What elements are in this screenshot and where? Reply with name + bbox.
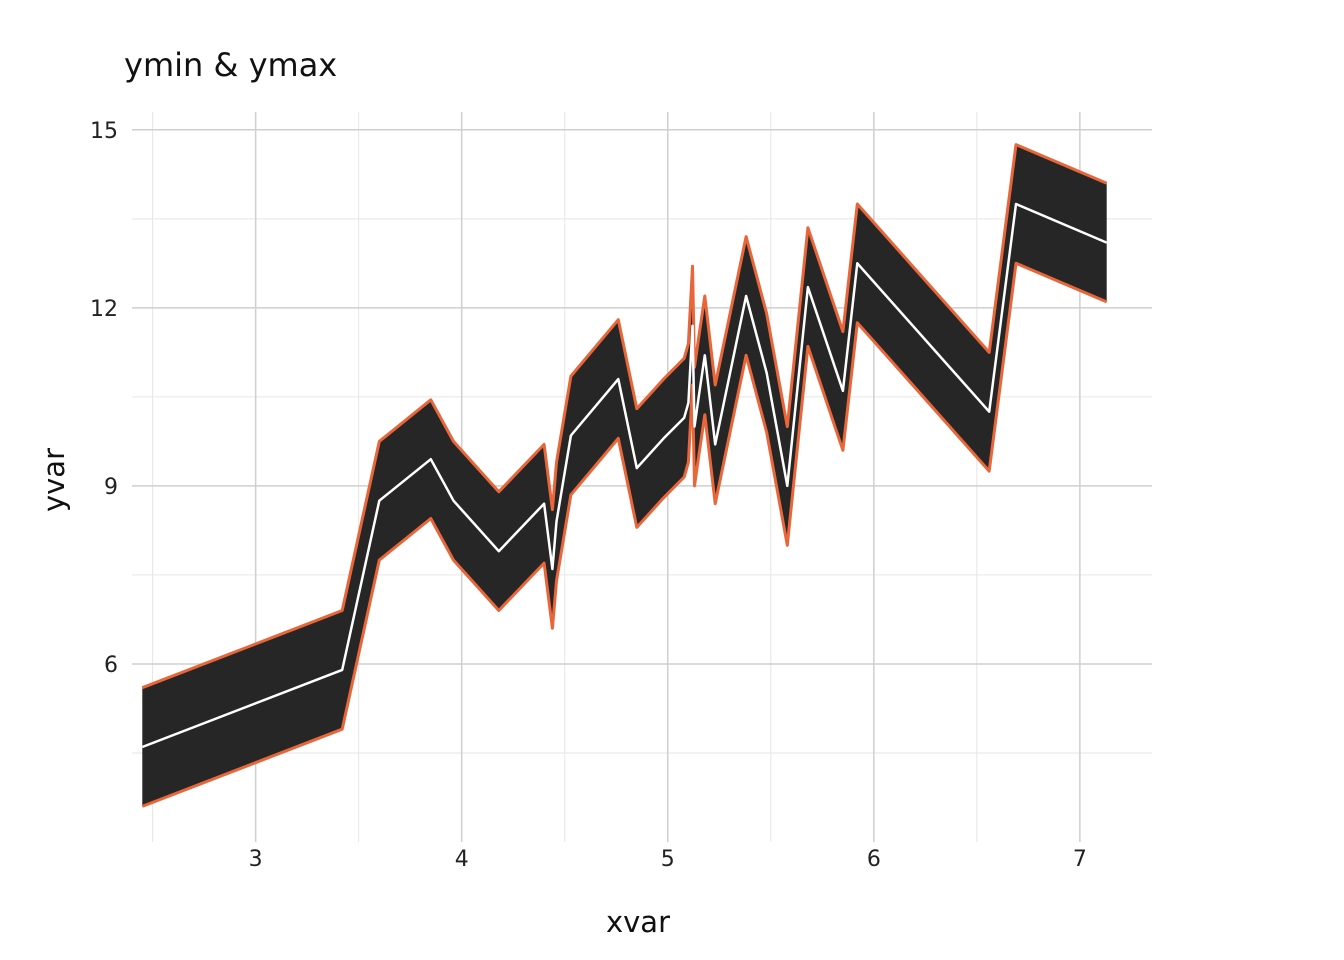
x-tick-label: 7 xyxy=(1073,847,1087,872)
center-line xyxy=(141,202,1108,749)
x-tick-label: 4 xyxy=(455,847,469,872)
y-axis-title: yvar xyxy=(37,448,71,512)
x-axis: 3 4 5 6 7 xyxy=(249,847,1087,872)
x-tick-label: 3 xyxy=(249,847,263,872)
y-tick-label: 6 xyxy=(104,653,118,678)
ribbon-band xyxy=(142,144,1107,807)
y-axis: 6 9 12 15 xyxy=(90,119,118,678)
ribbon-ymax-line xyxy=(141,143,1108,690)
grid xyxy=(132,112,1152,842)
chart-title: ymin & ymax xyxy=(124,46,337,84)
y-tick-label: 15 xyxy=(90,119,118,144)
ribbon-ymin-line xyxy=(141,261,1108,808)
x-tick-label: 5 xyxy=(661,847,675,872)
y-tick-label: 12 xyxy=(90,297,118,322)
plot-area xyxy=(141,143,1108,808)
x-tick-label: 6 xyxy=(867,847,881,872)
x-axis-title: xvar xyxy=(606,905,670,939)
y-tick-label: 9 xyxy=(104,475,118,500)
